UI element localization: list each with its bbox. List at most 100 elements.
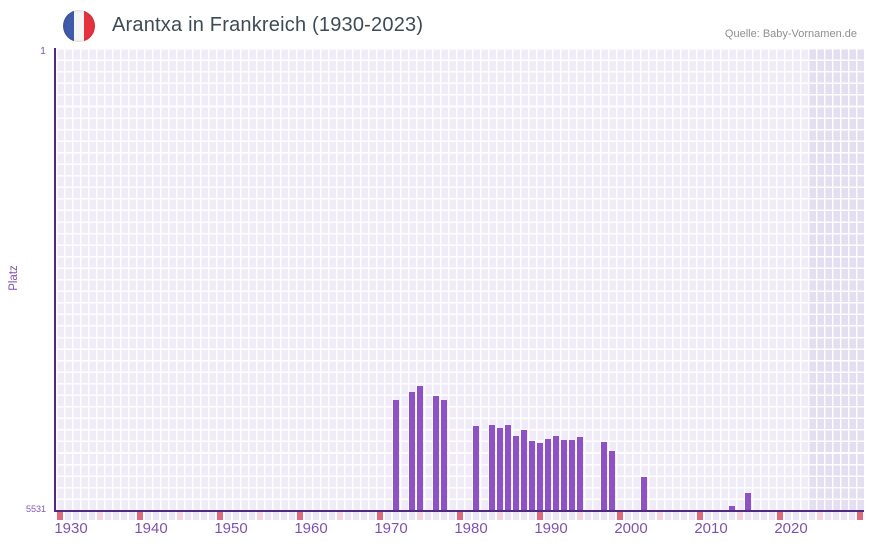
bar-1989[interactable] — [528, 440, 536, 510]
year-marker — [392, 512, 400, 520]
year-marker — [216, 512, 224, 520]
year-marker — [808, 512, 816, 520]
bar-1999[interactable] — [608, 450, 616, 510]
year-marker — [576, 512, 584, 520]
year-marker — [496, 512, 504, 520]
year-marker — [272, 512, 280, 520]
year-marker — [56, 512, 64, 520]
x-axis-tick-labels: 1930 1940 1950 1960 1970 1980 1990 2000 2010 2020 — [54, 520, 864, 540]
year-marker — [104, 512, 112, 520]
bar-1986[interactable] — [504, 424, 512, 510]
bar-1985[interactable] — [496, 428, 504, 510]
bar-1992[interactable] — [552, 436, 560, 510]
year-marker — [80, 512, 88, 520]
year-marker — [288, 512, 296, 520]
year-marker — [144, 512, 152, 520]
x-tick-label: 1950 — [214, 520, 248, 537]
year-marker — [616, 512, 624, 520]
year-marker — [432, 512, 440, 520]
bar-2014[interactable] — [728, 505, 736, 510]
bar-1982[interactable] — [472, 426, 480, 510]
year-marker — [72, 512, 80, 520]
bar-1977[interactable] — [432, 395, 440, 510]
bar-1998[interactable] — [600, 442, 608, 510]
year-marker — [344, 512, 352, 520]
year-marker — [592, 512, 600, 520]
year-marker — [608, 512, 616, 520]
year-marker — [320, 512, 328, 520]
year-marker — [240, 512, 248, 520]
year-marker — [136, 512, 144, 520]
year-marker — [792, 512, 800, 520]
year-marker — [456, 512, 464, 520]
bar-1975[interactable] — [416, 386, 424, 510]
year-marker — [848, 512, 856, 520]
x-tick-label: 1970 — [374, 520, 408, 537]
bar-2003[interactable] — [640, 476, 648, 510]
year-marker — [536, 512, 544, 520]
year-marker — [744, 512, 752, 520]
year-marker — [568, 512, 576, 520]
year-marker — [552, 512, 560, 520]
year-marker — [696, 512, 704, 520]
bar-1995[interactable] — [576, 437, 584, 510]
year-marker — [256, 512, 264, 520]
year-marker — [424, 512, 432, 520]
bar-1993[interactable] — [560, 439, 568, 510]
year-marker — [752, 512, 760, 520]
year-marker — [656, 512, 664, 520]
grid-overlay — [56, 48, 864, 510]
source-attribution: Quelle: Baby-Vornamen.de — [724, 28, 857, 40]
bar-2016[interactable] — [744, 493, 752, 510]
bar-1991[interactable] — [544, 438, 552, 510]
bar-1987[interactable] — [512, 436, 520, 510]
year-marker — [152, 512, 160, 520]
year-marker — [160, 512, 168, 520]
year-marker — [664, 512, 672, 520]
bar-1988[interactable] — [520, 429, 528, 510]
year-marker — [488, 512, 496, 520]
year-marker — [584, 512, 592, 520]
year-marker — [208, 512, 216, 520]
year-marker — [776, 512, 784, 520]
year-marker — [336, 512, 344, 520]
year-marker — [400, 512, 408, 520]
bar-1974[interactable] — [408, 392, 416, 510]
year-marker — [168, 512, 176, 520]
year-marker — [760, 512, 768, 520]
year-marker — [112, 512, 120, 520]
bar-1990[interactable] — [536, 443, 544, 510]
y-axis-title: Platz — [8, 265, 20, 291]
year-marker — [528, 512, 536, 520]
bar-1994[interactable] — [568, 439, 576, 510]
year-marker — [304, 512, 312, 520]
y-axis-top-tick: 1 — [40, 45, 46, 57]
year-marker — [632, 512, 640, 520]
year-marker — [736, 512, 744, 520]
bar-1984[interactable] — [488, 424, 496, 510]
x-tick-label: 2000 — [614, 520, 648, 537]
year-marker — [176, 512, 184, 520]
year-marker — [296, 512, 304, 520]
year-marker — [464, 512, 472, 520]
year-marker — [416, 512, 424, 520]
bar-1978[interactable] — [440, 399, 448, 510]
year-marker — [280, 512, 288, 520]
year-marker — [352, 512, 360, 520]
x-tick-label: 1930 — [54, 520, 88, 537]
year-marker — [96, 512, 104, 520]
x-tick-label: 1960 — [294, 520, 328, 537]
year-marker — [720, 512, 728, 520]
x-tick-label: 2020 — [774, 520, 808, 537]
year-marker — [312, 512, 320, 520]
year-marker — [768, 512, 776, 520]
plot-area — [54, 48, 864, 512]
year-marker — [472, 512, 480, 520]
year-marker — [704, 512, 712, 520]
year-marker — [328, 512, 336, 520]
x-tick-label: 2010 — [694, 520, 728, 537]
bar-1972[interactable] — [392, 399, 400, 510]
year-marker — [648, 512, 656, 520]
y-axis-bottom-tick: 5531 — [25, 504, 46, 514]
x-tick-label: 1940 — [134, 520, 168, 537]
